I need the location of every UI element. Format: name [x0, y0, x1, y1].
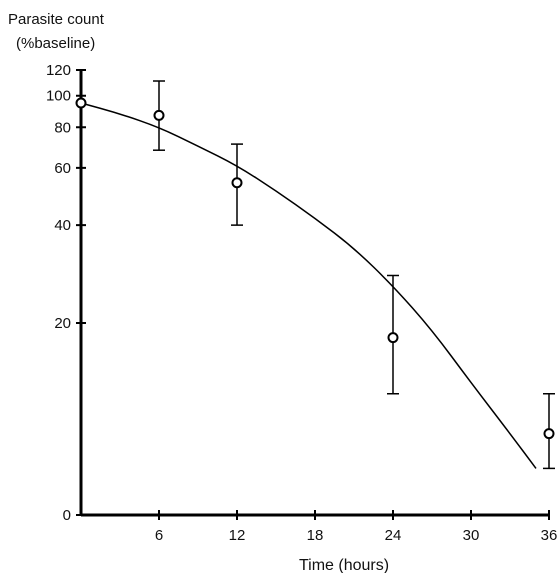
data-point: [75, 97, 87, 109]
x-tick-label: 18: [307, 527, 324, 544]
x-tick-label: 6: [155, 527, 163, 544]
fit-curve-group: [80, 102, 537, 469]
y-tick-label: 80: [54, 119, 71, 136]
x-tick-label: 12: [229, 527, 246, 544]
x-tick-label: 30: [463, 527, 480, 544]
fit-curve: [80, 102, 537, 469]
data-points: [75, 80, 555, 470]
y-axis-title-line-2: (%baseline): [16, 35, 95, 52]
x-ticks: 6 12 18 24 30 36: [155, 510, 558, 544]
y-tick-label: 20: [54, 315, 71, 332]
data-point: [153, 109, 165, 121]
data-point: [231, 177, 243, 189]
x-tick-label: 36: [541, 527, 558, 544]
x-tick-label: 24: [385, 527, 402, 544]
data-point: [387, 332, 399, 344]
y-axis-title-line-1: Parasite count: [8, 11, 105, 28]
y-tick-label: 100: [46, 88, 71, 105]
y-ticks: 0 20 40 60 80 100 120: [46, 62, 86, 524]
y-tick-label: 0: [63, 507, 71, 524]
y-tick-label: 120: [46, 62, 71, 79]
y-tick-label: 40: [54, 217, 71, 234]
data-point: [543, 428, 555, 440]
y-tick-label: 60: [54, 160, 71, 177]
x-axis-title: Time (hours): [299, 557, 389, 573]
